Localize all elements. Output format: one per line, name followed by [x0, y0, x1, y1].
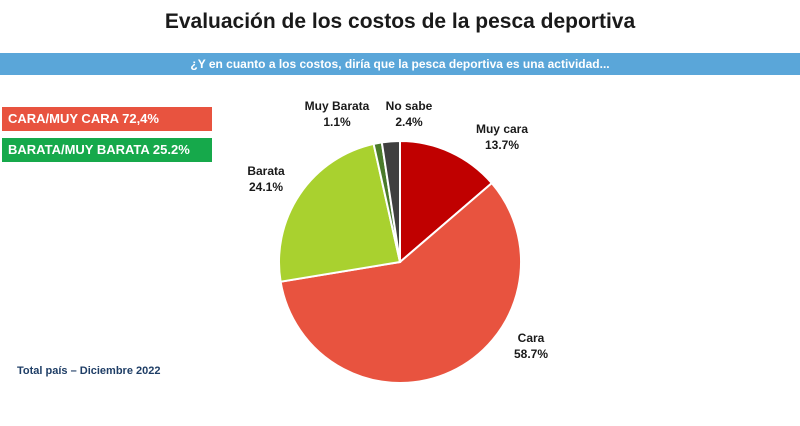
question-banner: ¿Y en cuanto a los costos, diría que la …: [0, 53, 800, 75]
pie-label-no-sabe: No sabe 2.4%: [386, 99, 433, 129]
pie-slice-cara: [279, 181, 522, 384]
pie-slice-barata: [278, 142, 402, 283]
footer-note: Total país – Diciembre 2022: [17, 365, 161, 377]
pie-label-muy-cara: Muy cara 13.7%: [476, 122, 528, 152]
pie-label-barata: Barata 24.1%: [247, 164, 285, 194]
chart-title: Evaluación de los costos de la pesca dep…: [164, 10, 636, 33]
expensive-summary-badge: CARA/MUY CARA 72,4%: [2, 107, 212, 131]
pie-label-muy-barata: Muy Barata 1.1%: [305, 99, 370, 129]
cheap-summary-badge: BARATA/MUY BARATA 25.2%: [2, 138, 212, 162]
pie-slice-no-sabe: [380, 139, 401, 263]
pie-label-cara: Cara 58.7%: [514, 331, 548, 361]
pie-slice-muy-cara: [399, 139, 494, 265]
